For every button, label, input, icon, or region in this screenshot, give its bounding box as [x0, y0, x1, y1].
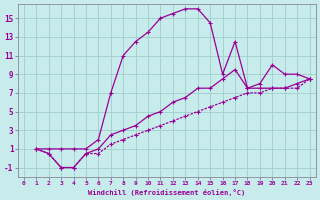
X-axis label: Windchill (Refroidissement éolien,°C): Windchill (Refroidissement éolien,°C)	[88, 189, 245, 196]
